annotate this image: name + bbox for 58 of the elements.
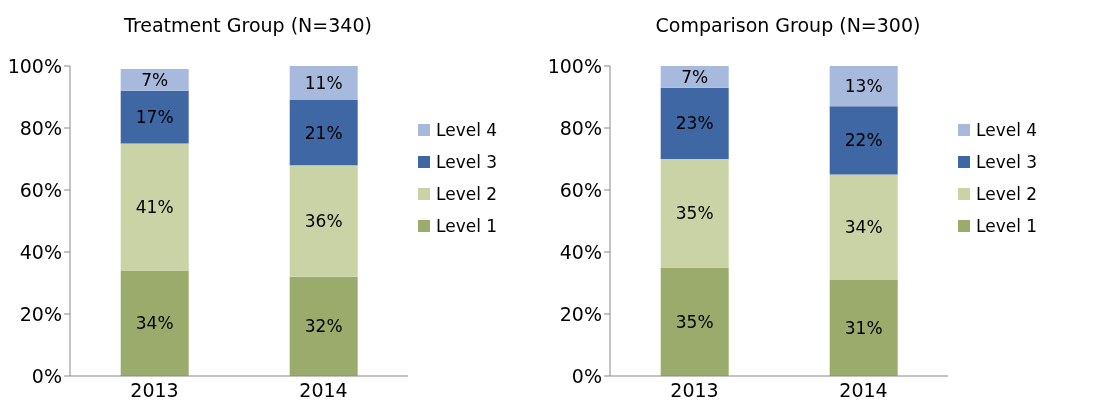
data-label: 13% xyxy=(844,76,883,97)
legend-label: Level 1 xyxy=(436,216,498,236)
y-tick-label: 80% xyxy=(559,116,602,139)
bar xyxy=(829,66,898,107)
data-label: 35% xyxy=(675,203,714,224)
data-label: 7% xyxy=(681,66,709,87)
bar xyxy=(120,143,189,271)
data-label: 41% xyxy=(135,197,174,218)
bar xyxy=(829,174,898,280)
data-label: 11% xyxy=(304,73,343,94)
y-tick-label: 40% xyxy=(559,240,602,263)
legend-label: Level 1 xyxy=(976,216,1038,236)
y-tick-label: 0% xyxy=(571,364,602,387)
legend-label: Level 4 xyxy=(976,120,1038,140)
data-label: 34% xyxy=(135,313,174,334)
y-tick-label: 40% xyxy=(19,240,62,263)
x-tick-label: 2013 xyxy=(130,379,179,402)
chart-title: Treatment Group (N=340) xyxy=(123,14,373,36)
bar xyxy=(660,267,729,376)
bar xyxy=(289,276,358,376)
bar xyxy=(289,66,358,101)
data-label: 22% xyxy=(844,130,883,151)
bar xyxy=(660,66,729,88)
bar xyxy=(829,279,898,376)
legend-label: Level 3 xyxy=(436,152,498,172)
bar xyxy=(289,100,358,166)
data-label: 17% xyxy=(135,107,174,128)
bar xyxy=(660,87,729,159)
data-label: 35% xyxy=(675,311,714,332)
data-label: 23% xyxy=(675,113,714,134)
y-tick-label: 60% xyxy=(559,178,602,201)
y-tick-label: 20% xyxy=(559,302,602,325)
data-label: 36% xyxy=(304,211,343,231)
data-label: 7% xyxy=(141,69,169,90)
y-tick-label: 100% xyxy=(7,54,62,77)
data-label: 34% xyxy=(844,217,883,238)
y-tick-label: 0% xyxy=(31,364,62,387)
bar xyxy=(120,69,189,91)
bar xyxy=(660,159,729,268)
x-tick-label: 2013 xyxy=(670,379,719,402)
data-label: 32% xyxy=(304,316,343,337)
bar xyxy=(829,106,898,175)
legend-label: Level 2 xyxy=(436,184,498,204)
x-tick-label: 2014 xyxy=(299,379,348,402)
y-tick-label: 60% xyxy=(19,178,62,201)
y-tick-label: 100% xyxy=(547,54,602,77)
chart-title: Comparison Group (N=300) xyxy=(654,14,922,36)
legend-label: Level 4 xyxy=(436,120,498,140)
bar xyxy=(120,90,189,144)
x-tick-label: 2014 xyxy=(839,379,888,402)
bar xyxy=(120,270,189,376)
legend-label: Level 2 xyxy=(976,184,1038,204)
legend-label: Level 3 xyxy=(976,152,1038,172)
bar xyxy=(289,165,358,277)
y-tick-label: 20% xyxy=(19,302,62,325)
data-label: 31% xyxy=(844,317,883,338)
data-label: 21% xyxy=(304,122,343,143)
y-tick-label: 80% xyxy=(19,116,62,139)
